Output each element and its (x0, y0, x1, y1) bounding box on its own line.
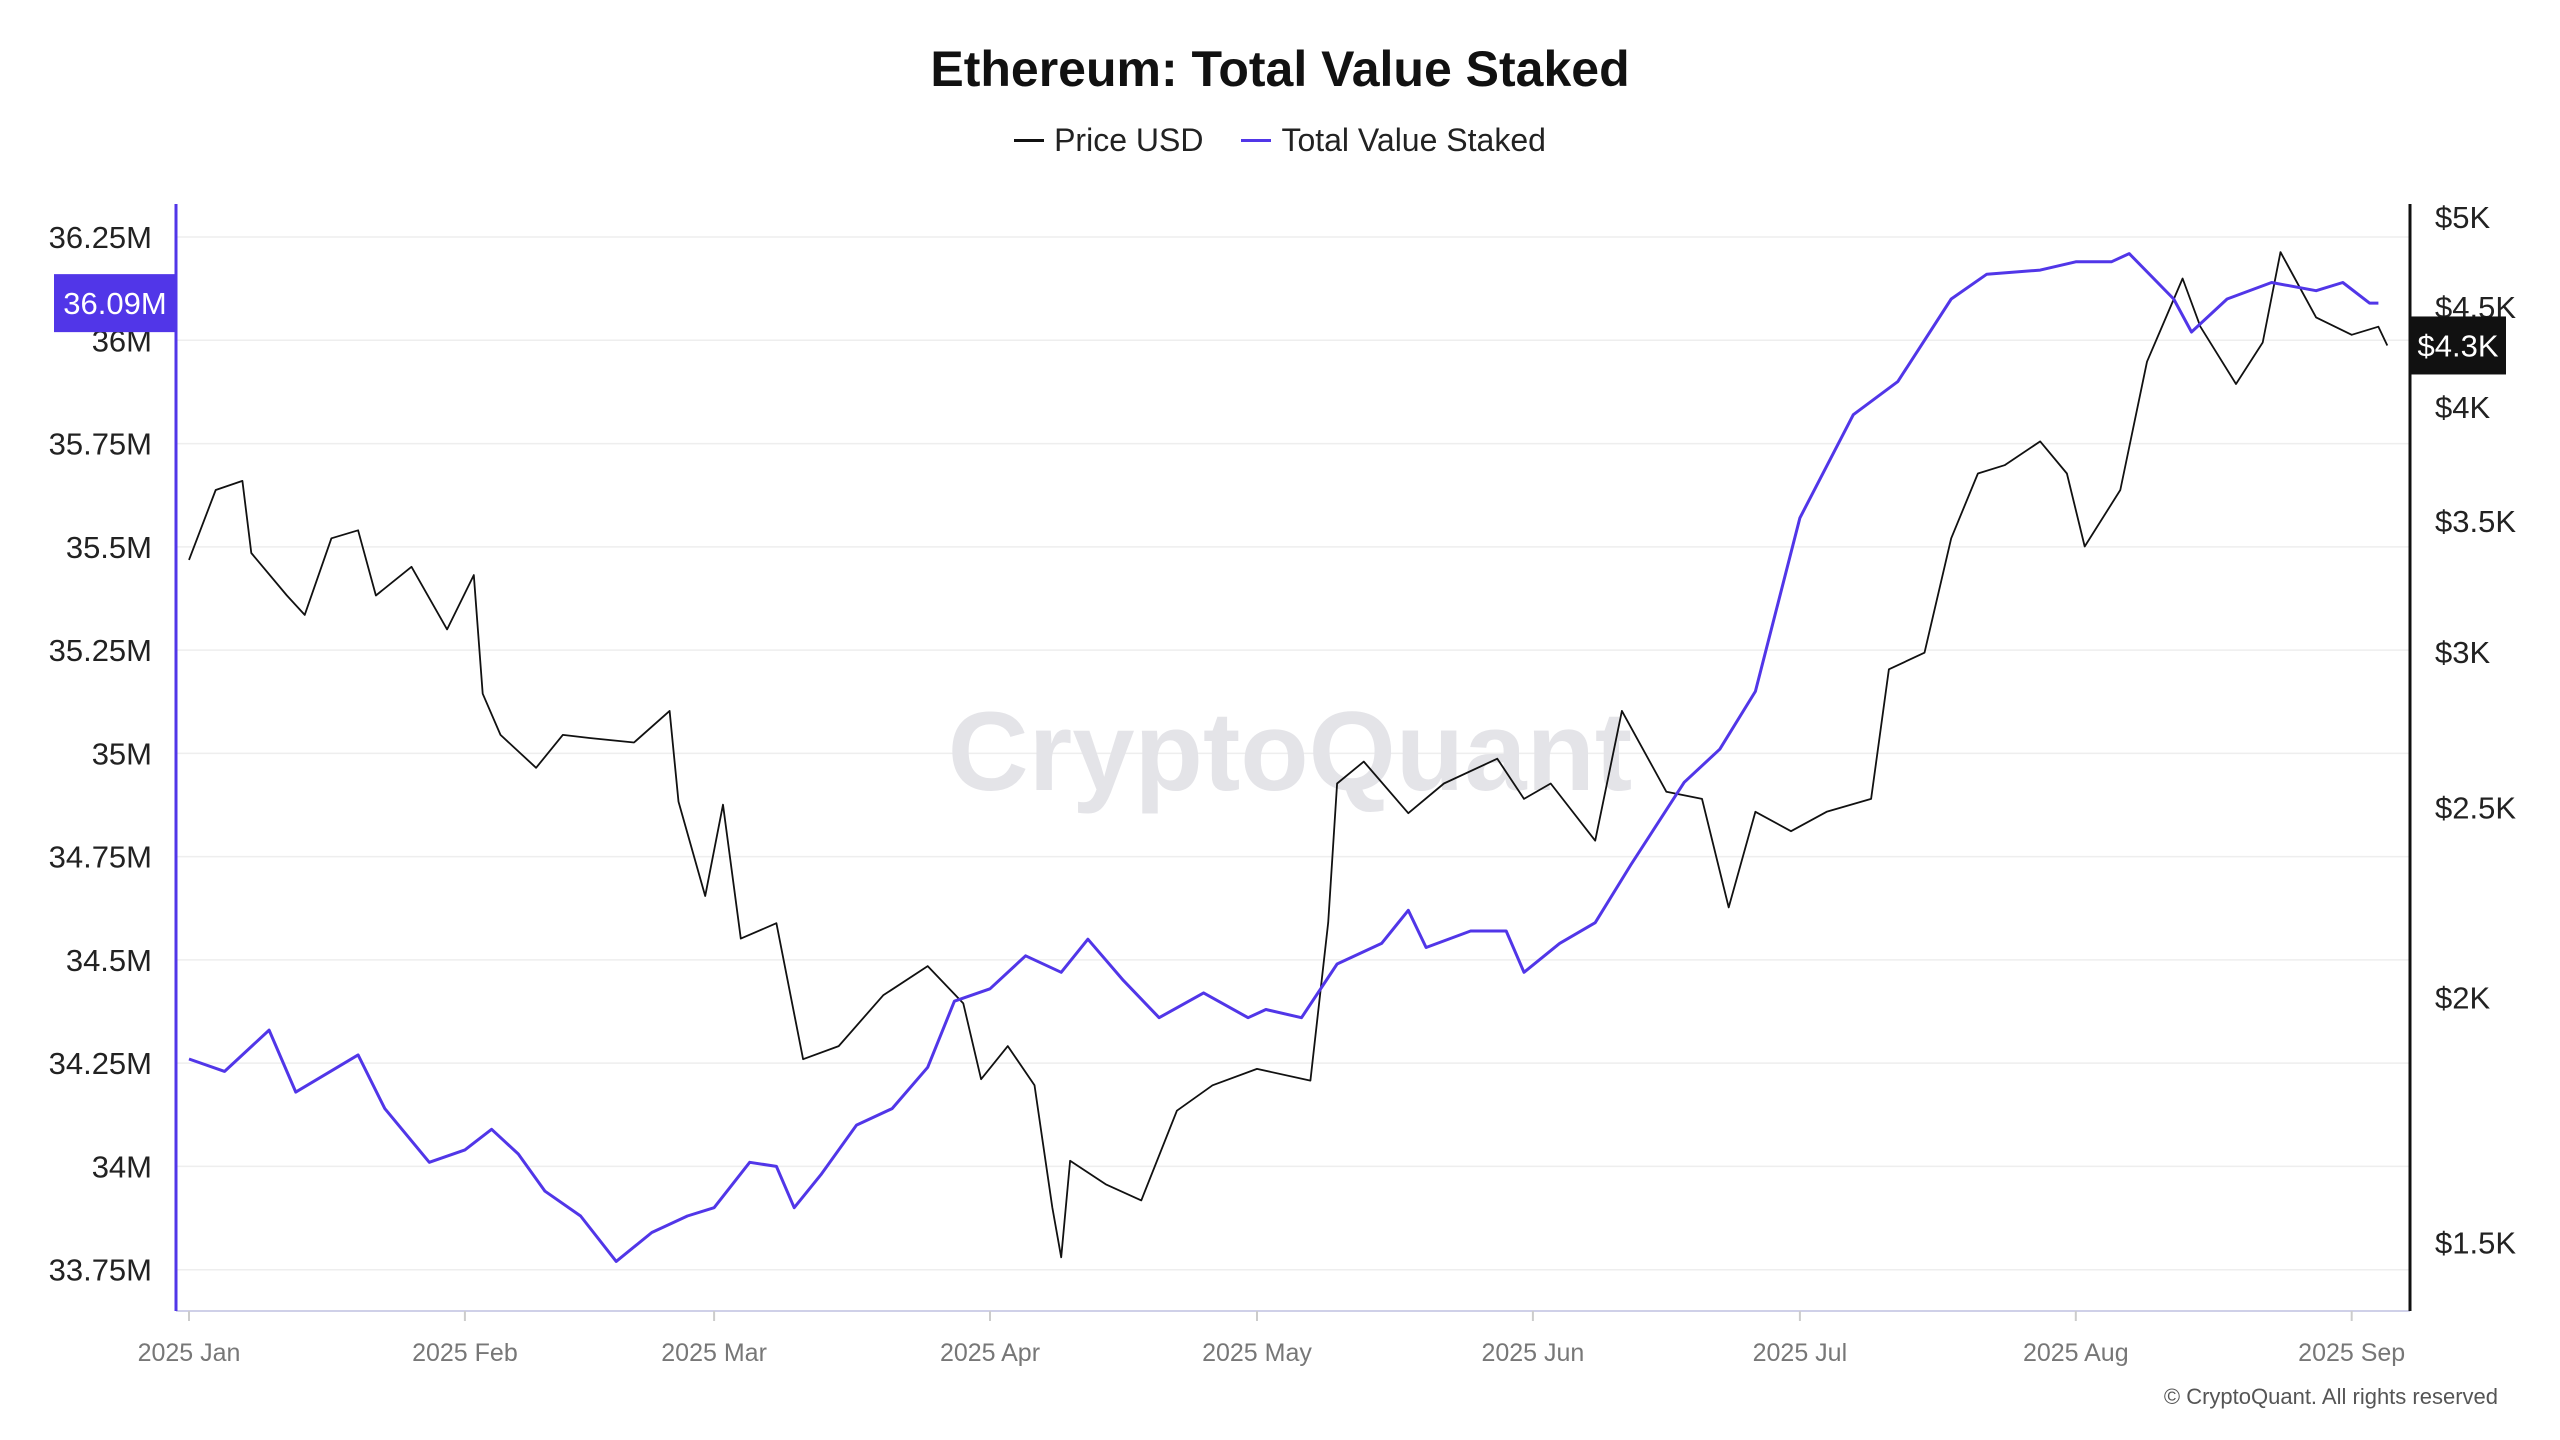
x-tick-label: 2025 Aug (2023, 1339, 2129, 1367)
right-tick-label: $2K (2435, 980, 2490, 1015)
left-tick-label: 35M (92, 736, 152, 771)
current-staked-badge (54, 274, 176, 333)
x-tick-label: 2025 May (1202, 1339, 1312, 1367)
chart-title: Ethereum: Total Value Staked (930, 41, 1630, 97)
right-tick-label: $2.5K (2435, 790, 2516, 825)
current-price-badge (2410, 316, 2506, 375)
legend-label-price: Price USD (1054, 122, 1204, 158)
x-tick-label: 2025 Feb (412, 1339, 518, 1367)
x-tick-label: 2025 Mar (661, 1339, 767, 1367)
left-tick-label: 35.75M (49, 427, 152, 462)
total-value-staked-line (188, 252, 2379, 1263)
watermark: CryptoQuant (948, 689, 1632, 814)
left-tick-label: 34.25M (49, 1046, 152, 1081)
left-tick-label: 33.75M (49, 1253, 152, 1288)
left-tick-label: 34M (92, 1149, 152, 1184)
copyright: © CryptoQuant. All rights reserved (2163, 1384, 2498, 1409)
left-tick-label: 34.5M (66, 943, 152, 978)
legend-item-staked[interactable]: Total Value Staked (1241, 122, 1546, 159)
left-tick-label: 35.25M (49, 633, 152, 668)
right-tick-label: $3K (2435, 635, 2490, 670)
legend-label-staked: Total Value Staked (1281, 122, 1546, 158)
current-price-label: $4.3K (2417, 328, 2498, 363)
legend: Price USD Total Value Staked (0, 122, 2560, 159)
left-tick-label: 35.5M (66, 530, 152, 565)
left-tick-label: 34.75M (49, 840, 152, 875)
right-tick-label: $1.5K (2435, 1225, 2516, 1260)
right-tick-label: $4K (2435, 390, 2490, 425)
x-tick-label: 2025 Jan (138, 1339, 241, 1367)
left-tick-label: 36.25M (49, 220, 152, 255)
x-tick-label: 2025 Sep (2298, 1339, 2405, 1367)
legend-swatch-staked (1241, 139, 1272, 142)
price-usd-line (188, 251, 2389, 1259)
current-staked-label: 36.09M (63, 286, 166, 321)
legend-item-price[interactable]: Price USD (1014, 122, 1203, 159)
x-tick-label: 2025 Jul (1753, 1339, 1848, 1367)
right-tick-label: $3.5K (2435, 504, 2516, 539)
x-tick-label: 2025 Apr (940, 1339, 1040, 1367)
right-tick-label: $5K (2435, 200, 2490, 235)
x-tick-label: 2025 Jun (1481, 1339, 1584, 1367)
legend-swatch-price (1014, 139, 1045, 142)
